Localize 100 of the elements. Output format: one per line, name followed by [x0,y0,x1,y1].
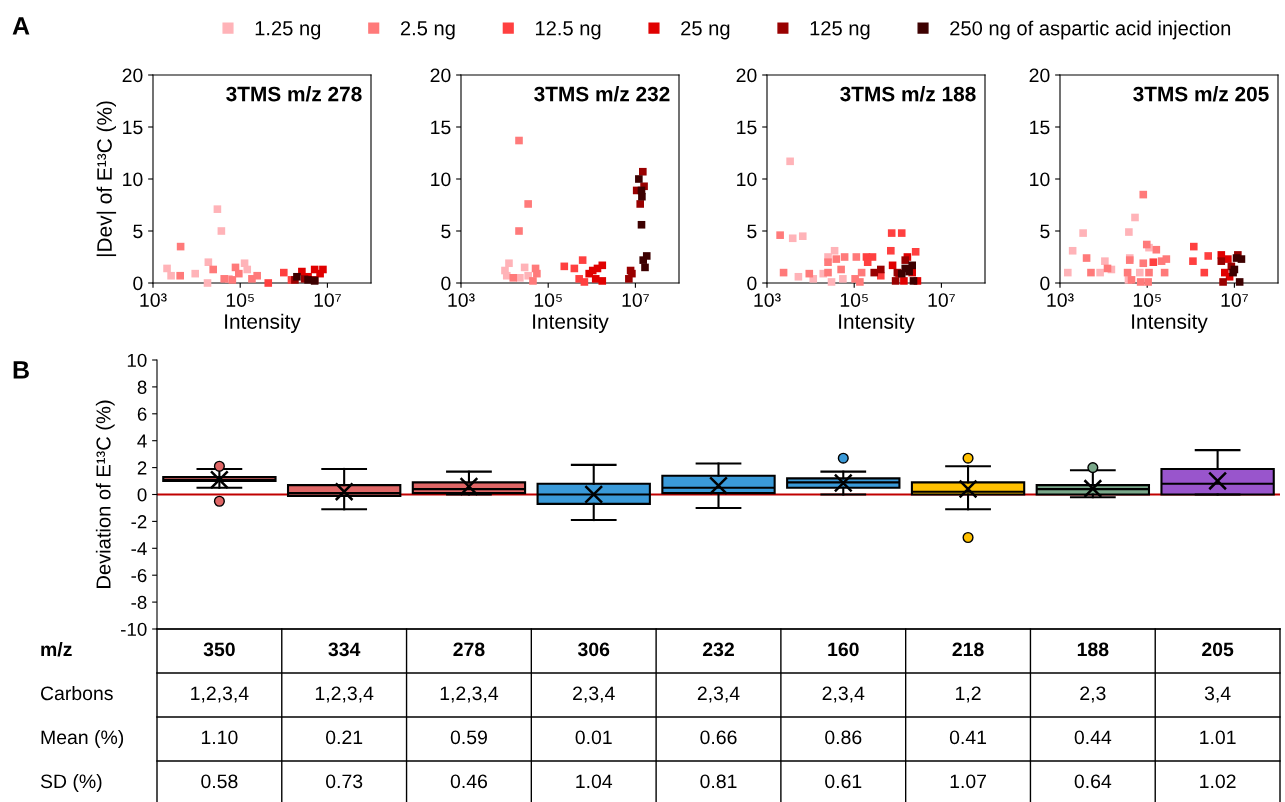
x-tick-label: 10⁷ [1221,293,1248,307]
y-tick-label: 15 [1030,120,1050,135]
y-tick-label: -2 [131,515,147,529]
x-tick-label: 10³ [1047,293,1074,307]
text: 0.59 [450,730,487,745]
chart-title: B [13,361,29,379]
text: 0.66 [700,730,737,745]
legend-label: 1.25 ng [255,21,321,40]
text: 2,3 [1080,686,1106,703]
y-tick-label: -10 [121,622,147,636]
text: 0.64 [1074,774,1112,789]
legend-label: 25 ng [681,21,730,40]
y-tick-label: 5 [133,224,143,239]
x-tick-label: 10³ [448,293,475,307]
y-tick-label: -8 [131,595,147,610]
y-tick-label: 6 [137,407,147,421]
y-tick-label: 0 [137,488,147,502]
y-tick-label: 5 [441,224,451,239]
y-tick-label: 15 [737,120,757,135]
y-tick-label: 8 [137,380,147,394]
y-axis-title: |Dev| of E¹³C (%) [96,101,117,257]
x-tick-label: 306 [577,642,610,657]
text: 0.73 [326,774,363,789]
y-tick-label: 10 [431,172,451,187]
text: 0.44 [1074,730,1112,745]
legend-label: 12.5 ng [535,21,601,40]
y-tick-label: -4 [131,542,147,556]
x-tick-label: 232 [702,642,734,657]
text: A [12,17,30,35]
x-tick-label: 10⁵ [534,293,562,307]
y-tick-label: 5 [747,224,757,239]
x-tick-label: 10⁵ [840,293,868,307]
x-tick-label: 278 [453,642,485,657]
y-tick-label: 20 [122,68,143,83]
y-tick-label: 4 [137,434,147,448]
text: 1.02 [1200,774,1236,789]
text: 1,2 [956,686,981,703]
chart-title: 3TMS m/z 205 [1133,86,1269,102]
y-tick-label: 0 [133,276,143,291]
text: 0.81 [700,774,737,789]
x-tick-label: 334 [328,642,361,657]
chart-title: 3TMS m/z 188 [840,86,976,102]
x-tick-label: 188 [1077,642,1109,657]
x-tick-label: 10³ [754,293,781,307]
text: 2,3,4 [822,686,865,703]
x-tick-label: 10⁷ [928,293,955,307]
text: 0.46 [450,774,488,789]
y-tick-label: -6 [131,568,147,583]
y-tick-label: 0 [1040,276,1050,291]
y-tick-label: 0 [747,276,757,291]
text: 1.07 [950,774,986,789]
x-tick-label: 10⁷ [314,293,341,307]
text: m/z [41,641,72,657]
x-tick-label: 10⁵ [226,293,254,307]
text: 0.21 [326,730,363,745]
x-tick-label: 10⁵ [1133,293,1161,307]
legend-label: 2.5 ng [400,21,455,40]
y-axis-title: Deviation of E¹³C (%) [95,400,115,588]
y-tick-label: 20 [736,68,757,83]
chart-title: 3TMS m/z 278 [226,86,362,102]
text: 1,2,3,4 [315,686,374,703]
y-tick-label: 15 [431,120,451,135]
x-tick-label: 205 [1202,642,1234,657]
y-tick-label: 2 [137,461,147,475]
text: 0.86 [825,730,862,745]
x-tick-label: 218 [952,642,984,657]
text: 2,3,4 [573,686,615,703]
text: Mean (%) [41,729,124,749]
x-axis-title: Intensity [533,313,609,334]
y-tick-label: 0 [441,276,451,291]
y-tick-label: 10 [737,172,757,187]
y-tick-label: 20 [430,68,451,83]
text: 0.58 [201,774,238,789]
x-tick-label: 350 [203,642,235,657]
text: 1.10 [201,730,238,745]
x-tick-label: 10³ [140,293,167,307]
y-tick-label: 20 [1029,68,1050,83]
chart-title: 3TMS m/z 232 [534,86,670,102]
y-tick-label: 10 [127,353,147,367]
text: SD (%) [40,773,102,793]
y-tick-label: 15 [123,120,143,135]
text: 1.01 [1200,730,1236,745]
text: 1.04 [576,774,613,789]
x-axis-title: Intensity [839,313,915,334]
text: 0.61 [825,774,862,789]
y-tick-label: 10 [1030,172,1050,187]
legend-label: 125 ng [810,21,870,40]
text: 2,3,4 [697,686,740,703]
y-tick-label: 5 [1040,224,1050,239]
text: 0.41 [949,730,987,745]
x-tick-label: 10⁷ [622,293,649,307]
text: 1,2,3,4 [191,686,249,703]
x-axis-title: Intensity [1132,313,1208,334]
text: Carbons [40,685,113,701]
x-axis-title: Intensity [225,313,301,334]
text: 1,2,3,4 [440,686,499,703]
x-tick-label: 160 [828,642,859,657]
text: 0.01 [575,730,612,745]
text: 3,4 [1204,686,1231,703]
legend-label: 250 ng of aspartic acid injection [950,20,1231,40]
